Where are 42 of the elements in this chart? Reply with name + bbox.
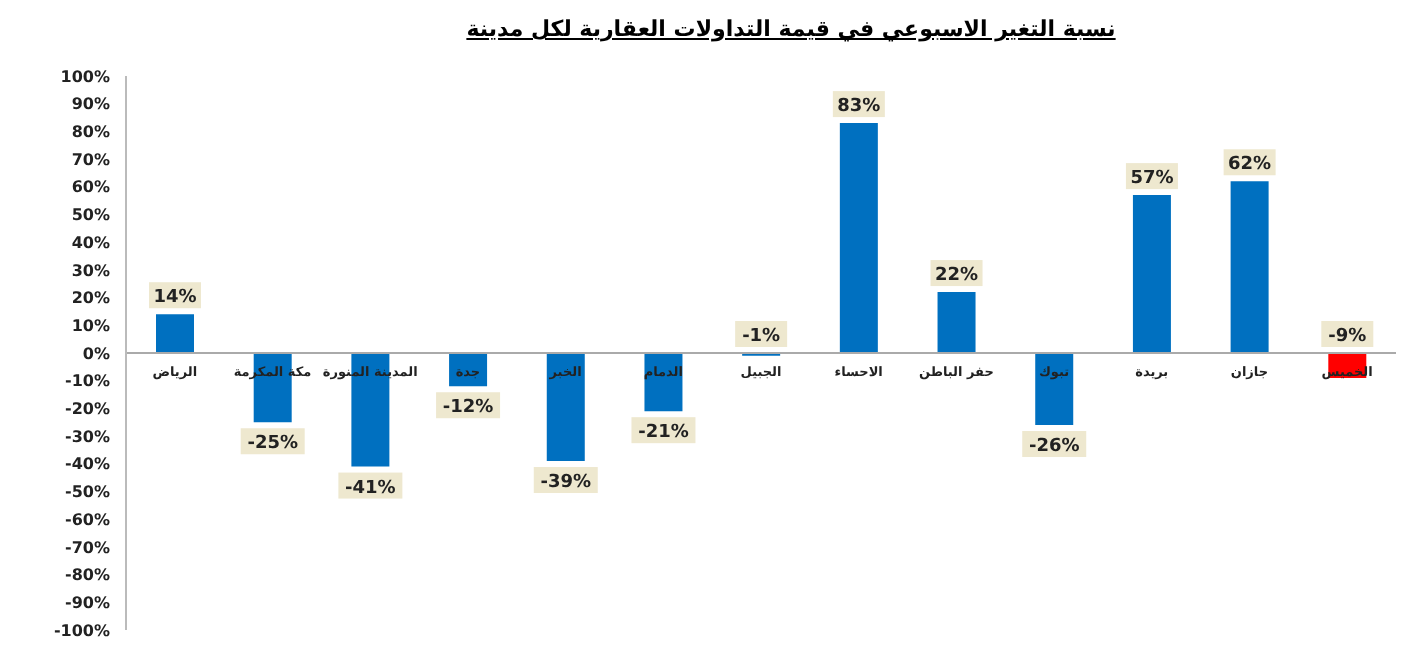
data-label: -41% [345, 478, 396, 499]
bar [937, 292, 976, 353]
y-tick-label: 60% [71, 178, 110, 197]
data-label: 57% [1130, 169, 1174, 190]
y-tick-label: -70% [65, 538, 110, 557]
y-tick-label: 20% [71, 289, 110, 308]
y-tick-label: -60% [65, 510, 110, 529]
bar [1132, 195, 1171, 353]
y-tick-label: -30% [65, 427, 110, 446]
bar [839, 123, 878, 353]
y-tick-label: 70% [71, 150, 110, 169]
data-label: 14% [153, 288, 197, 309]
y-tick-label: -10% [65, 372, 110, 391]
y-tick-label: -50% [65, 483, 110, 502]
bar [546, 353, 585, 462]
y-tick-label: 10% [71, 316, 110, 335]
y-tick-label: 90% [71, 95, 110, 114]
data-label: -12% [442, 398, 494, 419]
data-label: 62% [1228, 155, 1272, 176]
data-label: -25% [247, 434, 298, 455]
y-tick-label: 100% [60, 67, 110, 86]
y-tick-label: -90% [65, 593, 110, 612]
bar [1035, 353, 1074, 426]
data-label: 22% [934, 266, 979, 287]
y-tick-label: 50% [71, 206, 110, 225]
y-tick-label: 0% [82, 344, 110, 363]
y-tick-label: -100% [53, 621, 110, 640]
bar [1230, 181, 1269, 353]
bar [156, 314, 194, 353]
data-label: 83% [837, 97, 881, 118]
data-label: -9% [1328, 327, 1367, 347]
y-tick-label: -80% [65, 566, 110, 585]
y-tick-label: 40% [71, 233, 110, 252]
data-label: -26% [1028, 437, 1080, 458]
data-label: -21% [638, 423, 689, 444]
y-tick-label: -20% [65, 400, 110, 419]
y-tick-label: 30% [71, 261, 110, 280]
y-tick-label: -40% [65, 455, 110, 474]
y-tick-label: 80% [71, 123, 110, 142]
chart-title: نسبة التغير الاسبوعي في قيمة التداولات العقارية لكل مدينة [464, 16, 1118, 46]
data-label: -39% [540, 473, 592, 494]
data-label: -1% [742, 327, 781, 347]
